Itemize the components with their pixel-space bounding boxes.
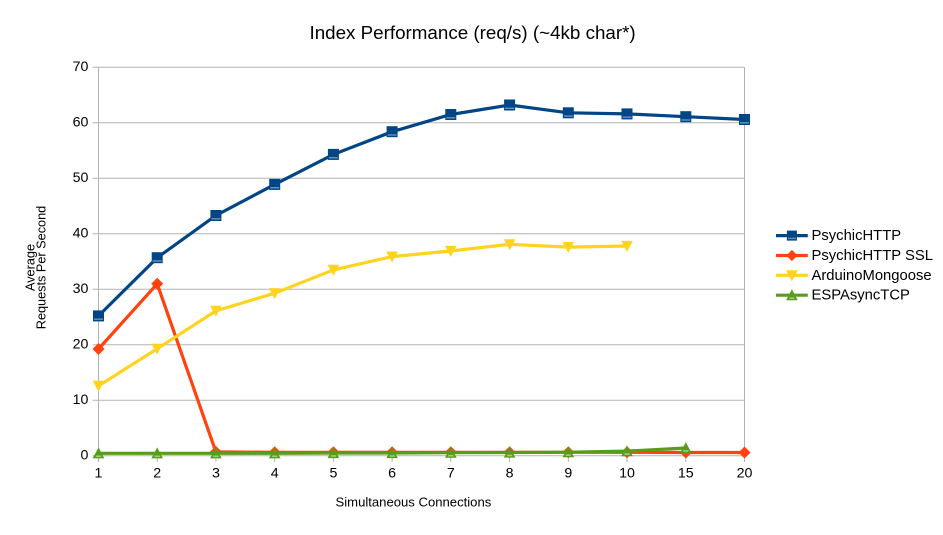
svg-text:1: 1 [95,466,103,482]
svg-text:Simultaneous Connections: Simultaneous Connections [336,494,492,509]
svg-text:20: 20 [73,337,89,353]
svg-text:10: 10 [73,392,89,408]
svg-text:2: 2 [153,466,161,482]
svg-text:20: 20 [737,466,753,482]
svg-text:Index Performance (req/s) (~4k: Index Performance (req/s) (~4kb char*) [309,22,635,43]
svg-text:ArduinoMongoose: ArduinoMongoose [812,268,932,284]
svg-text:Requests Per Second: Requests Per Second [35,206,49,329]
svg-text:7: 7 [447,466,455,482]
svg-text:Average: Average [23,244,37,291]
svg-text:PsychicHTTP SSL: PsychicHTTP SSL [812,248,933,264]
svg-text:40: 40 [73,226,89,242]
svg-text:60: 60 [73,115,89,131]
svg-text:15: 15 [678,466,694,482]
svg-text:6: 6 [388,466,396,482]
svg-text:10: 10 [619,466,635,482]
svg-text:70: 70 [73,59,89,75]
svg-text:4: 4 [271,466,279,482]
svg-text:ESPAsyncTCP: ESPAsyncTCP [812,288,911,304]
svg-text:8: 8 [506,466,514,482]
svg-text:30: 30 [73,281,89,297]
svg-text:5: 5 [329,466,337,482]
svg-text:3: 3 [212,466,220,482]
svg-text:50: 50 [73,170,89,186]
svg-text:0: 0 [81,448,89,464]
svg-text:9: 9 [564,466,572,482]
svg-text:PsychicHTTP: PsychicHTTP [812,228,902,244]
